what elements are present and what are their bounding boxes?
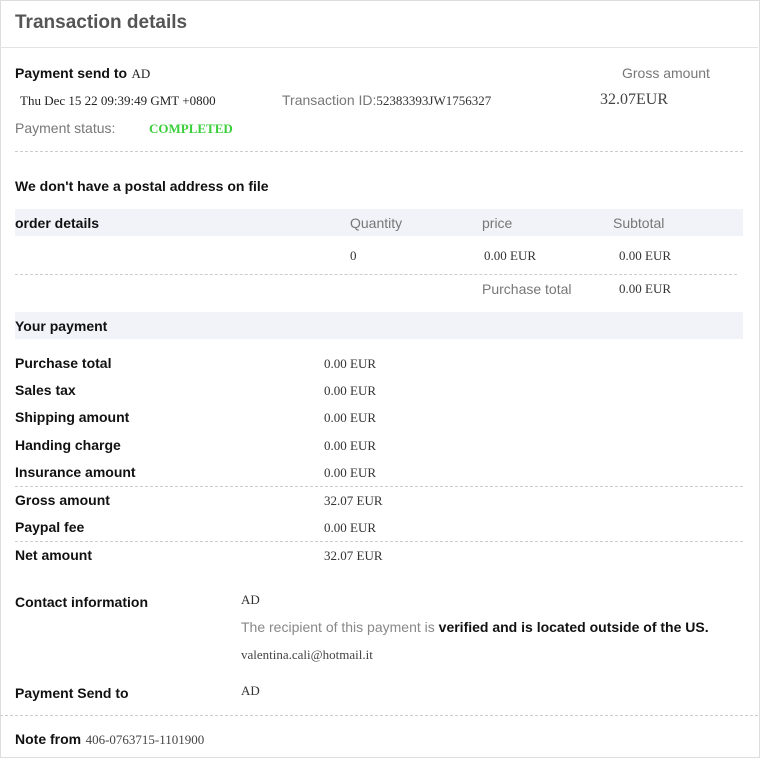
panel-header [0, 0, 758, 48]
postal-notice: We don't have a postal address on file [15, 178, 269, 194]
payment-send-to-value: AD [241, 683, 260, 698]
payment-item-value: 0.00 EUR [324, 383, 376, 398]
subtotal-header: Subtotal [613, 215, 665, 231]
payment-status-label: Payment status: [15, 120, 116, 136]
recipient-notice: The recipient of this payment is verifie… [241, 619, 709, 635]
gross-amount-value: 32.07EUR [600, 91, 668, 108]
send-to-label: Payment send to [15, 65, 128, 81]
payment-item-label: Handing charge [15, 437, 121, 453]
transaction-id: Transaction ID:52383393JW1756327 [282, 92, 491, 110]
contact-email[interactable]: valentina.cali@hotmail.it [241, 647, 373, 662]
transaction-id-label: Transaction ID: [282, 92, 377, 108]
order-quantity: 0 [350, 248, 357, 263]
payment-item-value: 0.00 EUR [324, 438, 376, 453]
price-header: price [482, 215, 513, 231]
payment-item-label: Net amount [15, 547, 92, 563]
transaction-date: Thu Dec 15 22 09:39:49 GMT +0800 [20, 93, 216, 108]
quantity-header: Quantity [350, 215, 403, 231]
your-payment-header-row [15, 312, 743, 339]
order-header-row [15, 209, 743, 236]
payment-item-value: 0.00 EUR [324, 520, 376, 535]
purchase-total-label: Purchase total [482, 281, 572, 297]
payment-item-value: 32.07 EUR [324, 493, 383, 508]
page-title: Transaction details [15, 12, 188, 33]
status-badge: COMPLETED [149, 121, 233, 136]
payment-item-label: Purchase total [15, 355, 112, 371]
notice-bold: verified and is located outside of the U… [438, 619, 709, 635]
payment-item-value: 0.00 EUR [324, 465, 376, 480]
contact-name: AD [241, 592, 260, 607]
payment-item-label: Shipping amount [15, 409, 130, 425]
note-label: Note from [15, 731, 82, 747]
divider [15, 151, 743, 152]
gross-amount-label: Gross amount [622, 65, 710, 81]
divider [15, 541, 743, 542]
divider [0, 715, 758, 716]
payment-item-label: Paypal fee [15, 519, 85, 535]
notice-prefix: The recipient of this payment is [241, 619, 439, 635]
note-from: Note from 406-0763715-1101900 [15, 731, 204, 749]
payment-item-label: Insurance amount [15, 464, 136, 480]
payment-send-to-label: Payment Send to [15, 685, 129, 701]
payment-send-to: Payment send to AD [15, 65, 150, 83]
payment-item-value: 0.00 EUR [324, 356, 376, 371]
transaction-id-value: 52383393JW1756327 [376, 93, 492, 108]
note-value: 406-0763715-1101900 [85, 732, 205, 747]
order-subtotal: 0.00 EUR [619, 248, 671, 263]
contact-information-label: Contact information [15, 594, 148, 610]
order-details-header: order details [15, 215, 100, 231]
payment-item-value: 32.07 EUR [324, 548, 383, 563]
payment-item-value: 0.00 EUR [324, 410, 376, 425]
send-to-value: AD [131, 66, 151, 81]
purchase-total-value: 0.00 EUR [619, 281, 671, 296]
divider [15, 274, 737, 275]
divider [15, 486, 743, 487]
payment-item-label: Gross amount [15, 492, 110, 508]
your-payment-title: Your payment [15, 318, 108, 334]
payment-item-label: Sales tax [15, 382, 76, 398]
order-price: 0.00 EUR [484, 248, 536, 263]
